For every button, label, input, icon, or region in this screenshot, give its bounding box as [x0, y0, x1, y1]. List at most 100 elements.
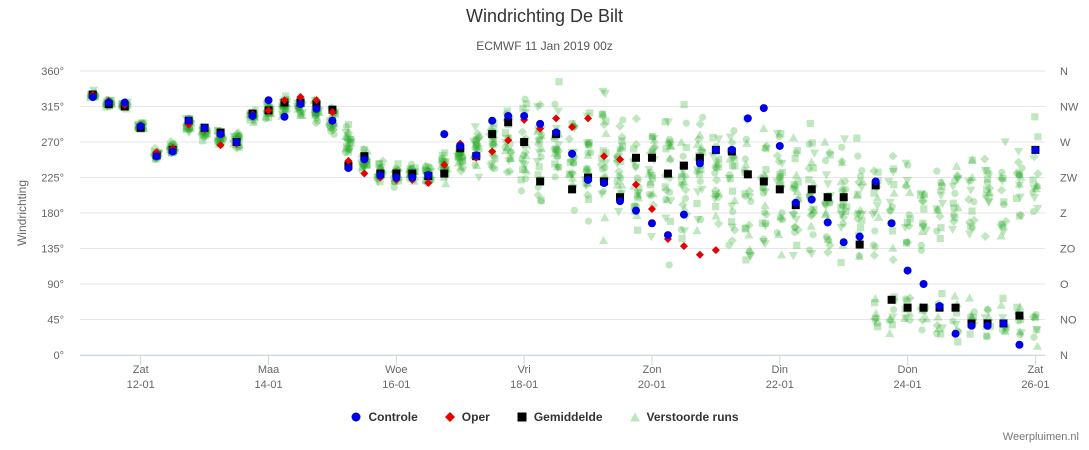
legend-item-oper[interactable]: Oper — [444, 410, 490, 424]
ensemble-point — [341, 144, 351, 153]
ensemble-point — [456, 159, 464, 167]
ensemble-point — [741, 155, 749, 163]
ensemble-point — [472, 143, 481, 151]
ensemble-point — [935, 211, 945, 221]
ensemble-point — [916, 191, 925, 199]
x-tick-date: 16-01 — [382, 379, 410, 391]
ensemble-point — [870, 209, 880, 218]
ensemble-point — [677, 169, 688, 178]
ensemble-point — [662, 195, 672, 204]
ensemble-point — [1000, 138, 1010, 147]
ensemble-point — [470, 123, 480, 132]
ensemble-point — [790, 228, 799, 236]
ensemble-point — [937, 324, 948, 333]
ensemble-point — [980, 154, 990, 164]
controle-point — [424, 171, 433, 180]
controle-point — [360, 155, 369, 164]
ensemble-point — [587, 148, 595, 157]
ensemble-point — [889, 188, 899, 197]
ensemble-point — [725, 133, 735, 142]
ensemble-point — [1032, 326, 1042, 335]
ensemble-point — [677, 180, 687, 190]
ensemble-point — [262, 115, 270, 123]
ensemble-point — [1001, 216, 1011, 226]
ensemble-point — [676, 137, 686, 146]
ensemble-point — [869, 250, 879, 260]
gemiddelde-point — [759, 177, 768, 186]
ensemble-point — [454, 152, 464, 162]
ensemble-point — [949, 317, 957, 325]
ensemble-point — [235, 143, 243, 151]
ensemble-point — [980, 166, 990, 176]
ensemble-point — [774, 229, 784, 239]
ensemble-point — [598, 235, 609, 245]
ensemble-point — [806, 210, 816, 220]
x-tick-day: Maa — [258, 364, 280, 376]
ensemble-point — [905, 293, 915, 303]
ensemble-point — [745, 193, 755, 202]
ensemble-point — [1016, 331, 1024, 339]
ensemble-point — [459, 157, 467, 165]
ensemble-point — [725, 241, 733, 249]
ensemble-point — [747, 197, 755, 205]
controle-point — [919, 280, 928, 288]
ensemble-point — [730, 195, 740, 204]
ensemble-point — [330, 130, 338, 138]
ensemble-point — [166, 136, 176, 147]
ensemble-point — [347, 136, 355, 144]
ensemble-point — [472, 160, 482, 170]
ensemble-point — [599, 119, 609, 130]
ensemble-point — [937, 178, 945, 186]
ensemble-point — [324, 120, 335, 131]
ensemble-point — [793, 225, 803, 235]
ensemble-point — [951, 189, 959, 198]
ensemble-point — [553, 107, 563, 116]
ensemble-point — [805, 246, 814, 254]
ensemble-point — [933, 167, 941, 175]
legend-item-gemiddelde[interactable]: Gemiddelde — [516, 410, 603, 424]
ensemble-point — [966, 330, 974, 338]
ensemble-point — [806, 204, 817, 215]
ensemble-point — [582, 164, 593, 174]
ensemble-point — [346, 140, 354, 148]
ensemble-point — [984, 312, 994, 321]
ensemble-point — [537, 153, 545, 161]
ensemble-point — [518, 160, 528, 169]
ensemble-point — [870, 294, 880, 303]
ensemble-point — [726, 175, 734, 183]
ensemble-point — [696, 177, 704, 185]
ensemble-point — [376, 178, 384, 186]
ensemble-point — [505, 166, 515, 177]
ensemble-point — [839, 135, 850, 144]
ensemble-point — [998, 220, 1006, 229]
ensemble-point — [631, 139, 641, 150]
ensemble-point — [343, 142, 351, 151]
ensemble-point — [967, 155, 977, 164]
ensemble-point — [855, 205, 865, 214]
ensemble-point — [712, 175, 722, 185]
ensemble-point — [964, 194, 974, 205]
ensemble-point — [854, 190, 862, 198]
ensemble-point — [520, 164, 530, 173]
ensemble-point — [458, 163, 468, 173]
credits-link[interactable]: Weerpluimen.nl — [1002, 431, 1079, 443]
x-tick-day: Din — [772, 364, 789, 376]
ensemble-point — [645, 190, 653, 198]
ensemble-point — [872, 193, 883, 202]
ensemble-point — [646, 168, 654, 176]
ensemble-point — [985, 188, 995, 197]
ensemble-point — [343, 139, 353, 149]
ensemble-point — [405, 164, 416, 174]
ensemble-point — [420, 161, 431, 170]
legend-item-controle[interactable]: Controle — [350, 410, 418, 424]
ensemble-point — [918, 326, 926, 334]
oper-point — [264, 106, 273, 115]
ensemble-point — [953, 203, 963, 212]
ensemble-point — [951, 320, 961, 330]
ensemble-point — [937, 177, 947, 187]
legend-item-verstoorde-runs[interactable]: Verstoorde runs — [629, 410, 739, 424]
ensemble-point — [632, 210, 642, 220]
ensemble-point — [903, 297, 911, 305]
ensemble-point — [505, 143, 515, 152]
ensemble-point — [901, 159, 911, 168]
